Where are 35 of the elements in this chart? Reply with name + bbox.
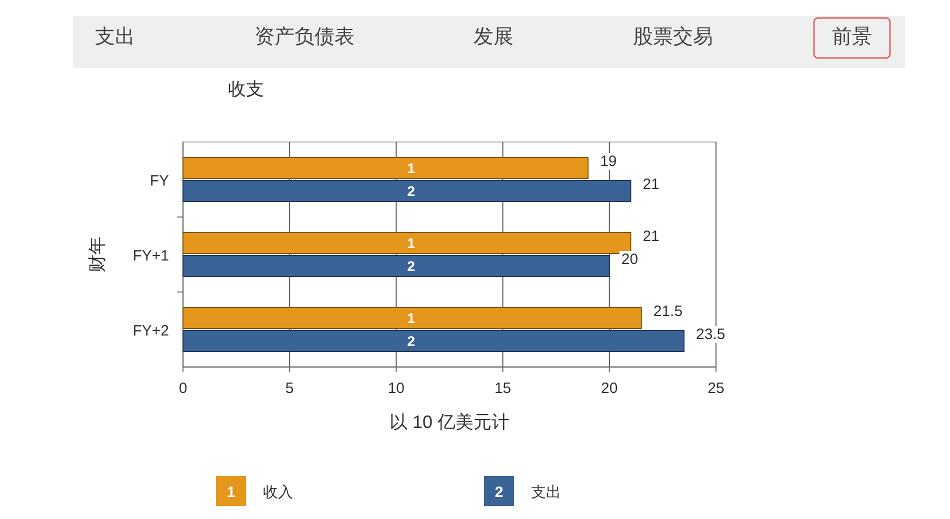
x-tick-label: 25 [708, 380, 724, 397]
chart-title: 收支 [228, 79, 264, 99]
bar [182, 255, 610, 277]
bar [182, 330, 685, 352]
x-axis-title: 以 10 亿美元计 [389, 412, 510, 432]
y-tick-label: FY+1 [132, 248, 169, 264]
annotation: 1 [407, 310, 416, 326]
annotation: 1 [407, 235, 416, 251]
annotation: 2 [407, 333, 416, 349]
annotation: 1 [407, 160, 416, 176]
bar [182, 180, 632, 202]
x-tick-label: 15 [494, 380, 512, 397]
bar [182, 307, 642, 329]
text: 1 [226, 484, 236, 501]
text: 2 [494, 484, 504, 501]
annotation: 2 [407, 183, 416, 199]
legend-label: 支出 [531, 484, 561, 501]
y-tick-label: FY [150, 172, 169, 190]
x-tick-label: 10 [388, 380, 405, 397]
y-axis-title: 财年 [87, 236, 107, 272]
data-label: 21 [642, 176, 660, 193]
bar [182, 232, 632, 254]
data-label: 20 [621, 251, 638, 268]
data-label: 21 [642, 228, 660, 245]
data-label: 23.5 [696, 326, 726, 343]
tab-bar: 支出 资产负债表 发展 股票交易 前景 [73, 16, 905, 68]
data-label: 19 [600, 153, 617, 170]
legend-label: 收入 [263, 484, 293, 501]
y-tick-label: FY+2 [132, 322, 169, 340]
x-tick-label: 0 [178, 380, 188, 397]
data-label: 21.5 [653, 303, 683, 320]
bar [182, 157, 589, 179]
x-tick-label: 5 [285, 380, 294, 397]
annotation: 2 [407, 258, 416, 274]
x-tick-label: 20 [601, 380, 618, 397]
